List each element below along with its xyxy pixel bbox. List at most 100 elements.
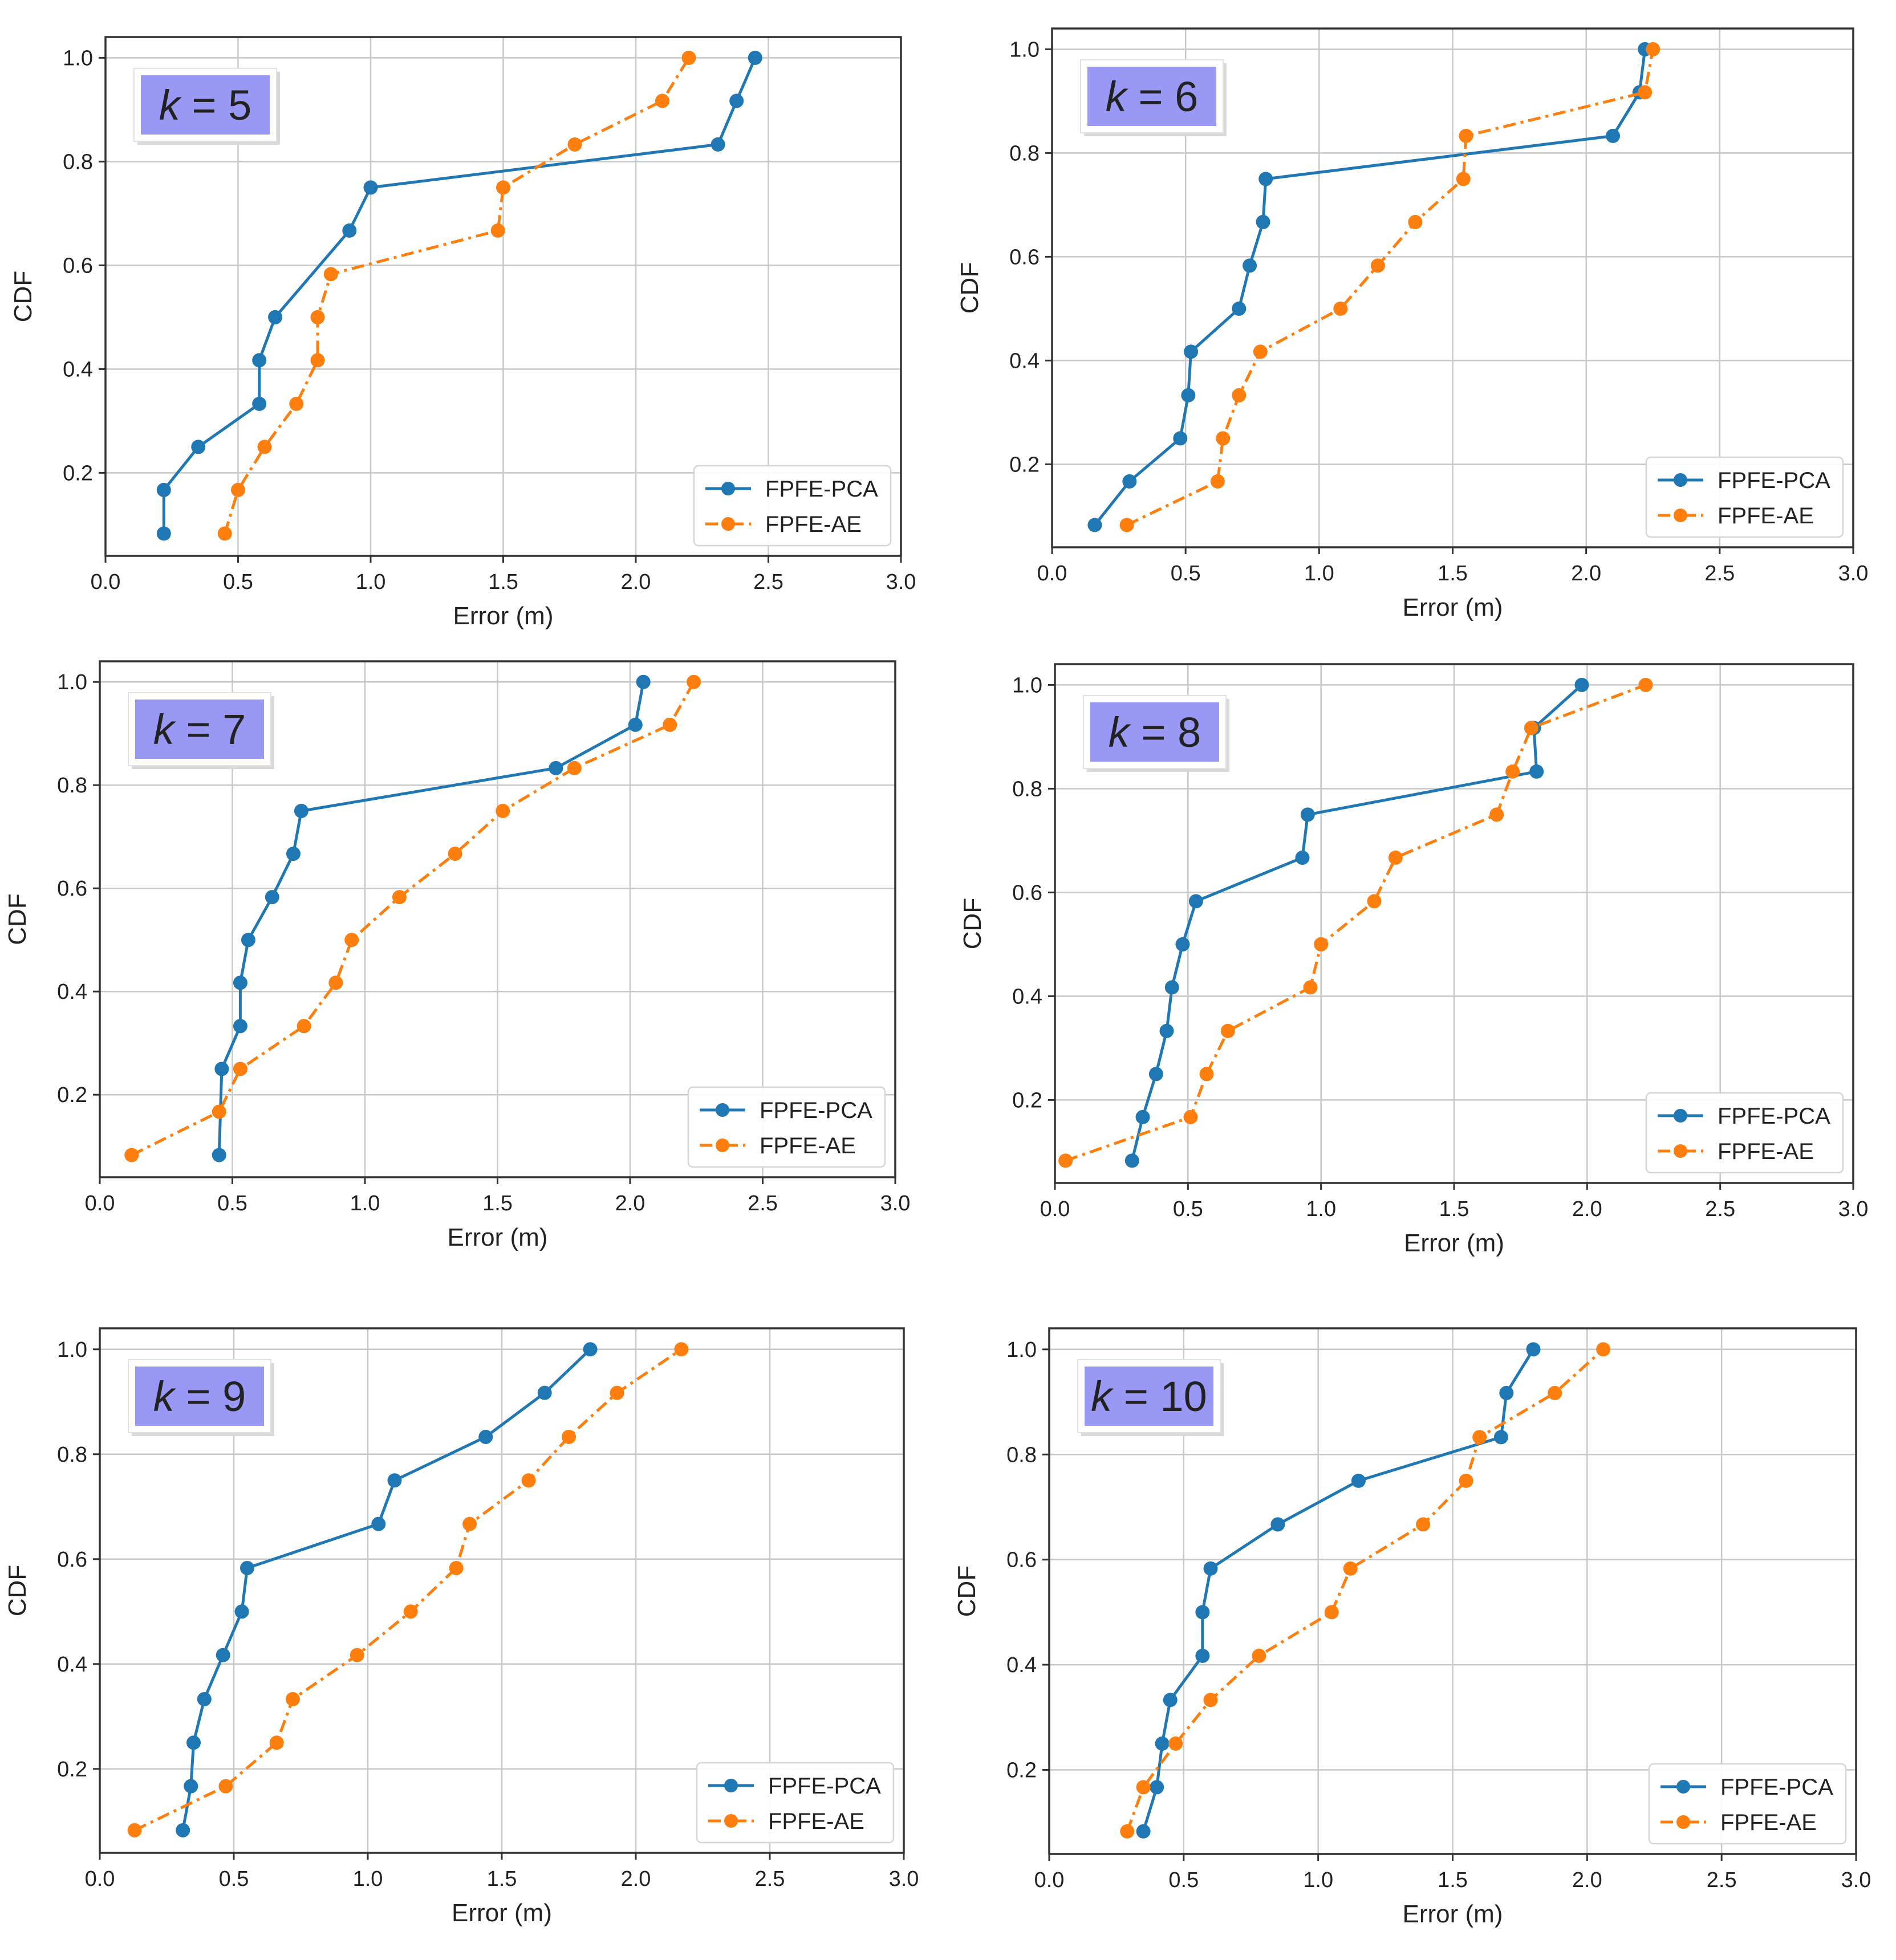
series-line-fpfe-pca (217, 681, 645, 1156)
x-tick-label: 3.0 (1838, 1197, 1869, 1221)
data-point-fpfe-ae (231, 482, 245, 497)
data-point-fpfe-ae (310, 310, 325, 324)
x-tick-label: 2.5 (753, 570, 783, 594)
annotation-k-var: k (159, 82, 182, 129)
data-point-fpfe-pca (363, 180, 378, 195)
data-point-fpfe-pca (1195, 1648, 1210, 1663)
data-point-fpfe-pca (1526, 1342, 1541, 1357)
data-point-fpfe-pca (1136, 1824, 1151, 1839)
annotation-box (1085, 1367, 1213, 1426)
y-axis-label: CDF (953, 1565, 981, 1617)
data-point-fpfe-ae (490, 223, 505, 238)
data-point-fpfe-pca (156, 482, 171, 497)
annotation-k-var: k (1109, 709, 1132, 756)
data-point-fpfe-pca (1203, 1561, 1218, 1576)
legend-box (1645, 1092, 1844, 1174)
data-point-fpfe-pca (1175, 937, 1190, 951)
data-point-fpfe-pca (1181, 388, 1196, 402)
x-axis-label: Error (m) (1403, 1900, 1503, 1928)
data-point-fpfe-pca (1163, 1693, 1178, 1707)
data-point-fpfe-ae (1524, 721, 1538, 735)
y-tick-label: 0.8 (1006, 1443, 1037, 1467)
data-point-fpfe-pca (216, 1648, 230, 1662)
data-point-fpfe-ae (496, 180, 510, 195)
x-tick-label: 3.0 (889, 1867, 919, 1891)
legend-marker-fpfe-ae (724, 1814, 738, 1828)
data-point-fpfe-ae (610, 1385, 624, 1400)
y-tick-label: 0.6 (1009, 245, 1040, 269)
data-point-fpfe-pca (252, 353, 267, 368)
y-tick-label: 1.0 (57, 1338, 87, 1362)
data-point-fpfe-pca (186, 1735, 201, 1750)
data-point-fpfe-ae (1548, 1385, 1562, 1400)
y-tick-label: 1.0 (57, 670, 87, 694)
data-point-fpfe-pca (265, 890, 279, 905)
series-line-fpfe-ae (1065, 684, 1646, 1162)
data-point-fpfe-ae (1408, 214, 1423, 229)
data-point-fpfe-pca (156, 526, 171, 541)
y-axis-label: CDF (3, 1565, 31, 1616)
legend-label-fpfe-pca: FPFE-PCA (1718, 1104, 1830, 1129)
data-point-fpfe-pca (234, 1604, 249, 1619)
x-tick-label: 2.5 (755, 1867, 785, 1891)
data-point-fpfe-ae (1367, 894, 1382, 909)
series-line-fpfe-ae (131, 681, 695, 1157)
annotation-k-label: k = 10 (1091, 1373, 1207, 1420)
legend-marker-fpfe-ae (1676, 1815, 1690, 1829)
legend-label-fpfe-pca: FPFE-PCA (1720, 1775, 1833, 1800)
chart-panel-k5: 0.0 0.5 1.0 1.5 2.0 2.5 3.0 0.2 0.4 0.6 0.8 1.0 Erro… (9, 36, 916, 630)
legend-label-fpfe-pca: FPFE-PCA (1718, 468, 1830, 493)
data-point-fpfe-pca (1300, 807, 1315, 822)
x-tick-label: 1.0 (1303, 1868, 1333, 1892)
annotation-k-value (1127, 73, 1139, 120)
data-point-fpfe-ae (310, 353, 325, 368)
chart-panel-k6: 0.0 0.5 1.0 1.5 2.0 2.5 3.0 0.2 0.4 0.6 0.8 1.0 Erro… (956, 27, 1868, 621)
legend-label-fpfe-pca: FPFE-PCA (760, 1098, 872, 1123)
data-point-fpfe-ae (1459, 128, 1473, 143)
x-axis-label: Error (m) (448, 1223, 548, 1251)
data-point-fpfe-ae (1314, 937, 1329, 951)
data-point-fpfe-pca (1124, 1153, 1139, 1168)
x-tick-label: 0.0 (1037, 562, 1067, 585)
data-point-fpfe-ae (392, 890, 407, 905)
series-line-fpfe-pca (1142, 1348, 1535, 1832)
annotation-k-number: = 7 (186, 706, 246, 753)
legend-marker-fpfe-pca (716, 1103, 729, 1117)
data-point-fpfe-ae (1252, 1648, 1266, 1663)
data-point-fpfe-pca (1256, 214, 1270, 229)
x-tick-label: 1.0 (350, 1192, 380, 1215)
data-point-fpfe-ae (1505, 764, 1520, 779)
annotation-k-var: k (153, 706, 177, 753)
data-point-fpfe-ae (350, 1648, 364, 1662)
data-point-fpfe-pca (241, 933, 255, 948)
data-point-fpfe-pca (1155, 1736, 1170, 1751)
data-point-fpfe-ae (124, 1148, 139, 1162)
data-point-fpfe-ae (1136, 1780, 1151, 1795)
x-tick-label: 0.5 (219, 1867, 249, 1891)
data-point-fpfe-pca (1493, 1430, 1508, 1445)
y-axis-label: CDF (9, 271, 37, 322)
data-point-fpfe-pca (549, 761, 563, 775)
x-axis-label: Error (m) (452, 1899, 552, 1927)
data-point-fpfe-ae (1489, 807, 1504, 822)
legend-box (1645, 456, 1844, 538)
legend-label-fpfe-ae: FPFE-AE (765, 512, 862, 537)
annotation-k-value (174, 706, 186, 753)
data-point-fpfe-ae (1456, 172, 1471, 186)
data-point-fpfe-pca (1195, 1605, 1210, 1620)
data-point-fpfe-pca (212, 1148, 226, 1162)
x-tick-label: 1.0 (1306, 1197, 1336, 1221)
data-point-fpfe-pca (286, 847, 301, 861)
legend-label-fpfe-ae: FPFE-AE (760, 1133, 856, 1158)
x-tick-label: 2.5 (1704, 562, 1735, 585)
x-tick-label: 0.5 (217, 1192, 247, 1215)
data-point-fpfe-ae (1199, 1067, 1214, 1081)
data-point-fpfe-ae (1168, 1736, 1183, 1751)
data-point-fpfe-pca (1574, 677, 1589, 692)
annotation-k-var: k (1106, 73, 1129, 120)
data-point-fpfe-ae (1119, 518, 1134, 532)
data-point-fpfe-ae (1210, 474, 1225, 489)
legend-marker-fpfe-pca (1676, 1780, 1690, 1794)
annotation-k-label: k = 8 (1109, 709, 1201, 756)
legend-label-fpfe-pca: FPFE-PCA (765, 477, 878, 502)
